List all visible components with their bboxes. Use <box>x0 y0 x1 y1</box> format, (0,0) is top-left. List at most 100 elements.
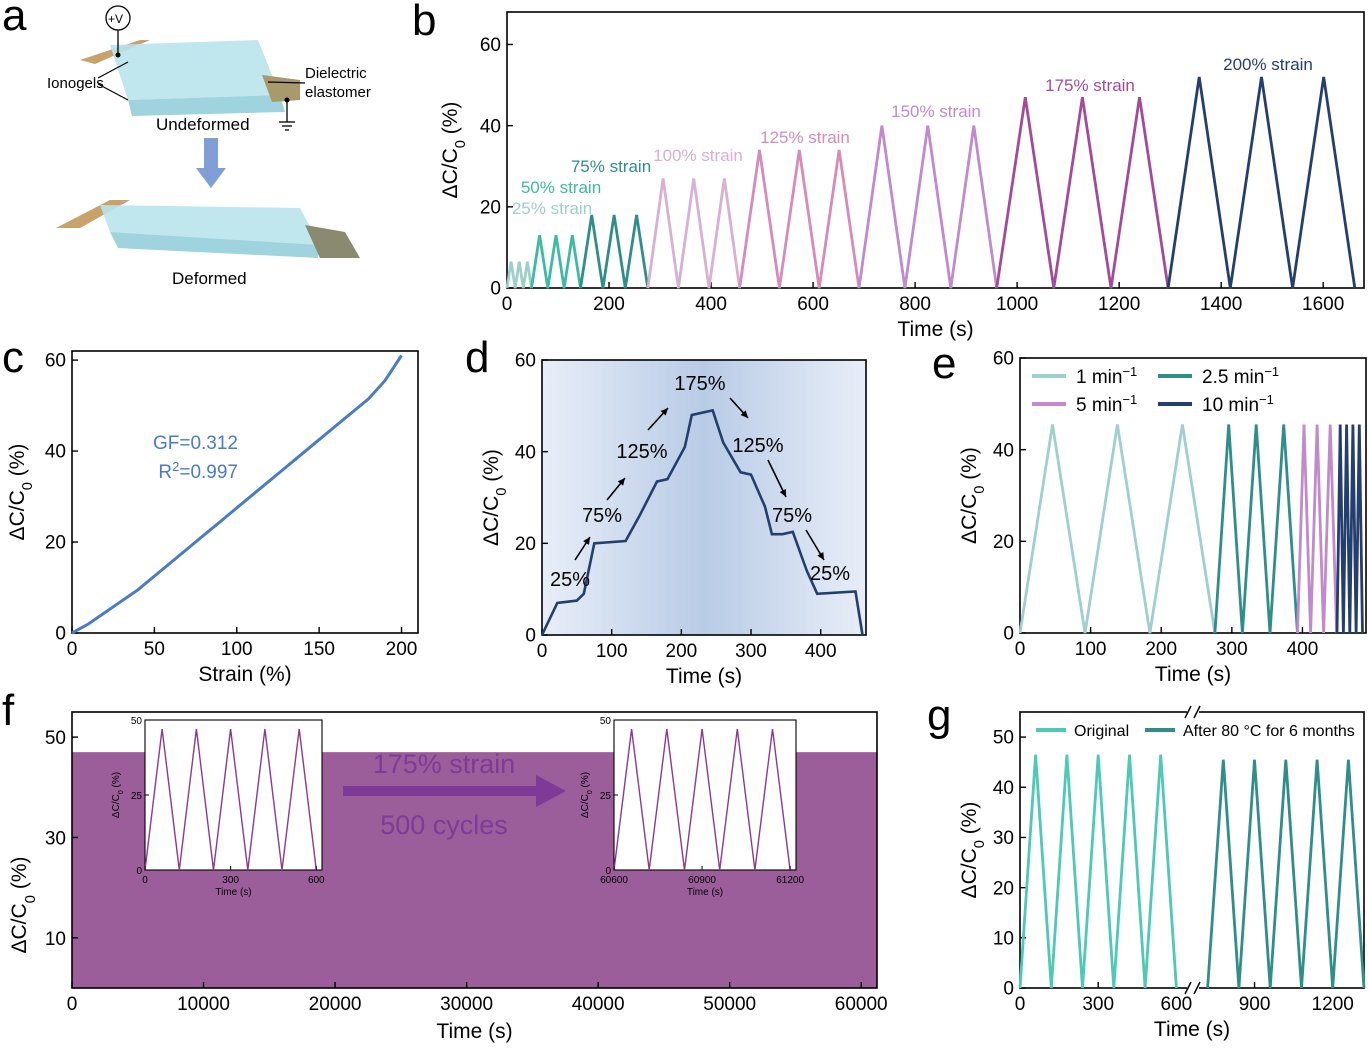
x-tick-label: 300 <box>1082 994 1114 1015</box>
series-line <box>738 149 861 289</box>
panel-letter-c: c <box>2 333 24 382</box>
series-line <box>1296 424 1339 634</box>
x-tick-label: 50 <box>144 639 165 660</box>
inset-x-tick-label: 61200 <box>776 875 804 886</box>
strain-label: 175% strain <box>373 749 516 779</box>
x-tick-label: 1200 <box>1098 294 1140 315</box>
x-axis-label: Time (s) <box>436 1020 512 1043</box>
panel-letter-a: a <box>2 0 27 40</box>
x-tick-label: 200 <box>666 641 698 662</box>
data-line <box>71 354 403 635</box>
y-tick-label: 50 <box>993 728 1014 749</box>
progress-arrow-head-icon <box>536 775 566 807</box>
inset-line <box>613 728 791 871</box>
y-tick-label: 60 <box>45 351 66 372</box>
y-tick-label: 10 <box>45 929 66 950</box>
series-line <box>1335 424 1364 634</box>
x-tick-label: 0 <box>1015 639 1026 660</box>
series-label: 125% strain <box>760 128 850 147</box>
panel-letter-b: b <box>412 0 436 45</box>
step-label: 125% <box>616 441 667 463</box>
y-axis-label: ΔC/C0 (%) <box>8 856 39 953</box>
y-axis-label: ΔC/C0 (%) <box>480 449 510 546</box>
r2-annotation: R2=0.997 <box>158 459 238 484</box>
series-line <box>1166 76 1357 289</box>
legend-label: 2.5 min−1 <box>1202 364 1279 389</box>
x-tick-label: 100 <box>596 641 628 662</box>
y-tick-label: 0 <box>490 279 501 300</box>
panel-letter-e: e <box>932 339 956 388</box>
progress-arrow-shaft <box>343 786 539 796</box>
x-tick-label: 1000 <box>996 294 1038 315</box>
axis-break-mark <box>1184 705 1192 719</box>
y-tick-label: 0 <box>1003 624 1014 645</box>
panel-letter-d: d <box>465 333 489 382</box>
plot-frame <box>506 11 1365 289</box>
deformed-right-electrode <box>305 225 360 258</box>
series-line <box>1018 754 1178 989</box>
x-tick-label: 1400 <box>1200 294 1242 315</box>
inset-x-tick-label: 0 <box>142 875 148 886</box>
inset-y-label: ΔC/C0 (%) <box>111 772 125 818</box>
y-tick-label: 40 <box>993 778 1014 799</box>
x-tick-label: 0 <box>67 994 78 1015</box>
cycles-label: 500 cycles <box>380 810 508 840</box>
series-label: 75% strain <box>571 157 651 176</box>
voltage-contact-dot <box>115 52 121 58</box>
step-arrow-head-icon <box>583 537 590 545</box>
plot-frame <box>1019 357 1367 634</box>
y-tick-label: 30 <box>993 828 1014 849</box>
x-axis-label: Time (s) <box>1155 663 1231 686</box>
step-arrow-head-icon <box>740 410 748 418</box>
step-label: 75% <box>772 505 812 527</box>
x-tick-label: 20000 <box>309 994 362 1015</box>
x-tick-label: 600 <box>1161 994 1193 1015</box>
chart-g: 0 300 600 900 1200 0 10 20 30 40 50 Time (s) ΔC/C0 (… <box>958 705 1366 1041</box>
panel-letter-f: f <box>2 686 15 735</box>
dielectric-label-line2: elastomer <box>305 84 371 101</box>
plot-frame <box>71 711 878 989</box>
ground-contact-dot <box>284 97 290 103</box>
x-tick-label: 200 <box>593 294 625 315</box>
inset-y-tick-label: 0 <box>605 866 611 877</box>
deform-arrow-shaft <box>204 138 218 170</box>
y-tick-label: 0 <box>525 626 536 647</box>
y-tick-label: 30 <box>45 828 66 849</box>
y-tick-label: 20 <box>45 533 66 554</box>
voltage-label: +V <box>108 12 123 26</box>
axis-break-mark <box>1184 981 1192 995</box>
undeformed-gel-face <box>128 95 285 116</box>
inset-x-tick-label: 60900 <box>688 875 716 886</box>
inset-end: 60600 60900 61200 0 25 50 Time (s) ΔC/C0 (%) <box>580 716 804 898</box>
y-tick-label: 0 <box>55 624 66 645</box>
x-tick-label: 400 <box>1287 639 1319 660</box>
x-tick-label: 200 <box>1145 639 1177 660</box>
inset-x-label: Time (s) <box>687 887 723 898</box>
gf-annotation: GF=0.312 <box>153 433 238 454</box>
y-tick-label: 40 <box>515 442 536 463</box>
plot-frame <box>71 350 419 634</box>
x-tick-label: 1600 <box>1302 294 1344 315</box>
x-axis-label: Time (s) <box>897 318 973 341</box>
chart-b: 0 200 400 600 800 1000 1200 1400 1600 0 20 40 60 Time… <box>439 11 1365 341</box>
chart-d: 0 100 200 300 400 0 20 40 60 Time (s) ΔC/C0 (%) 25%… <box>480 351 867 688</box>
x-tick-label: 1200 <box>1312 994 1354 1015</box>
inset-frame <box>613 719 797 871</box>
series-label: 200% strain <box>1223 55 1313 74</box>
y-axis-label: ΔC/C0 (%) <box>439 102 469 199</box>
series-label: 50% strain <box>521 178 601 197</box>
inset-y-tick-label: 25 <box>131 791 143 802</box>
device-schematic: +V Ionogels Dielectric elastomer Undefor… <box>47 5 371 288</box>
series-label: 25% strain <box>512 199 592 218</box>
legend-label: 1 min−1 <box>1076 364 1137 389</box>
plot-background <box>542 360 866 635</box>
y-tick-label: 40 <box>993 440 1014 461</box>
series-line <box>995 96 1170 289</box>
inset-line <box>144 728 317 871</box>
undeformed-label: Undeformed <box>156 115 250 134</box>
inset-x-tick-label: 60600 <box>600 875 628 886</box>
y-tick-label: 20 <box>515 534 536 555</box>
y-tick-label: 20 <box>993 532 1014 553</box>
series-label: 175% strain <box>1045 76 1135 95</box>
inset-y-label: ΔC/C0 (%) <box>580 772 594 818</box>
